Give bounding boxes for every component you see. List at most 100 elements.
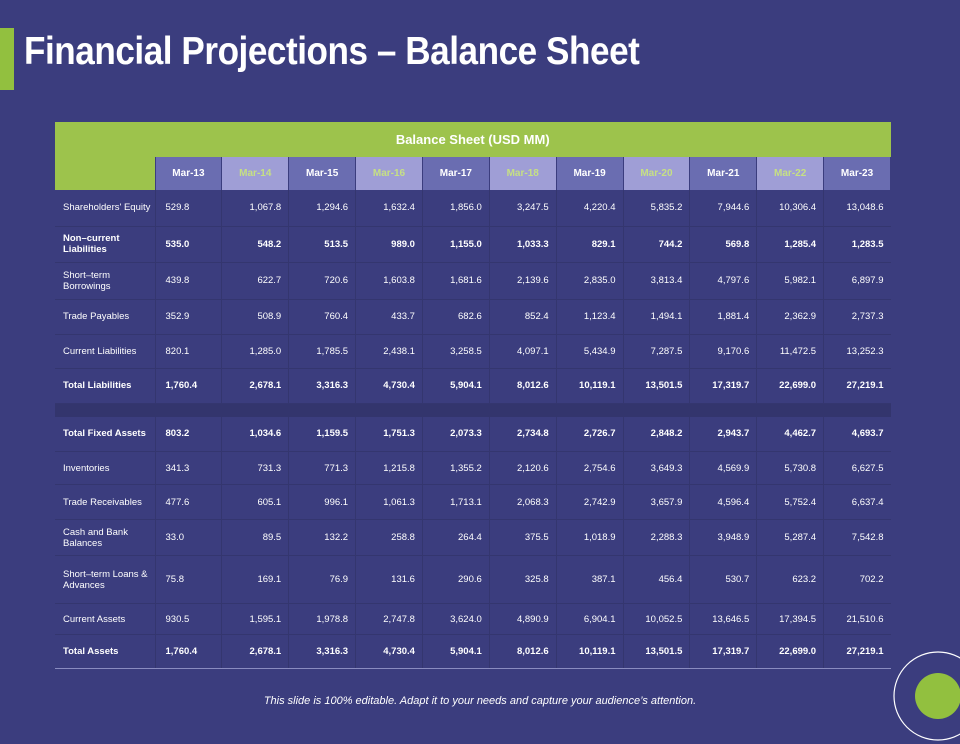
value-cell: 169.1	[221, 555, 290, 604]
value-cell: 803.2	[155, 416, 223, 452]
table-row: Total Liabilities 1,760.4 2,678.1 3,316.3 4,…	[55, 368, 891, 404]
balance-sheet-table-container: Balance Sheet (USD MM) Mar-13 Mar-14 Mar-1…	[55, 122, 891, 669]
value-cell: 13,501.5	[623, 634, 691, 669]
value-cell: 89.5	[221, 519, 290, 556]
value-cell: 11,472.5	[756, 334, 825, 369]
value-cell: 5,752.4	[756, 484, 825, 520]
value-cell: 1,159.5	[288, 416, 357, 452]
value-cell: 3,258.5	[422, 334, 490, 369]
value-cell: 17,394.5	[756, 603, 825, 635]
value-cell: 3,657.9	[623, 484, 691, 520]
value-cell: 2,139.6	[489, 262, 557, 300]
value-cell: 1,355.2	[422, 451, 490, 485]
value-cell: 13,646.5	[689, 603, 758, 635]
row-label: Short–term Loans & Advances	[55, 555, 156, 604]
value-cell: 2,726.7	[556, 416, 624, 452]
value-cell: 2,754.6	[556, 451, 624, 485]
value-cell: 13,252.3	[823, 334, 891, 369]
value-cell: 508.9	[221, 299, 290, 335]
value-cell: 477.6	[155, 484, 223, 520]
value-cell: 33.0	[155, 519, 223, 556]
value-cell: 7,287.5	[623, 334, 691, 369]
value-cell: 1,978.8	[288, 603, 357, 635]
value-cell: 1,123.4	[556, 299, 624, 335]
value-cell: 1,294.6	[288, 190, 357, 227]
value-cell: 4,569.9	[689, 451, 758, 485]
column-header: Mar-19	[556, 157, 624, 190]
row-label: Non–current Liabilities	[55, 226, 156, 263]
value-cell: 529.8	[155, 190, 223, 227]
table-row: Inventories 341.3 731.3 771.3 1,215.8 1,355.2…	[55, 451, 891, 485]
value-cell: 744.2	[623, 226, 691, 263]
table-body: Shareholders' Equity 529.8 1,067.8 1,294.6 1…	[55, 190, 891, 669]
value-cell: 10,119.1	[556, 368, 624, 404]
value-cell: 6,904.1	[556, 603, 624, 635]
value-cell: 1,033.3	[489, 226, 557, 263]
value-cell: 2,678.1	[221, 368, 290, 404]
value-cell: 13,501.5	[623, 368, 691, 404]
row-label: Trade Receivables	[55, 484, 156, 520]
value-cell: 4,693.7	[823, 416, 891, 452]
value-cell: 852.4	[489, 299, 557, 335]
value-cell: 439.8	[155, 262, 223, 300]
value-cell: 682.6	[422, 299, 490, 335]
table-row: Non–current Liabilities 535.0 548.2 513.5 98…	[55, 226, 891, 263]
table-row: Total Fixed Assets 803.2 1,034.6 1,159.5 1,7…	[55, 416, 891, 452]
value-cell: 930.5	[155, 603, 223, 635]
value-cell: 1,760.4	[155, 634, 223, 669]
value-cell: 5,730.8	[756, 451, 825, 485]
value-cell: 1,285.0	[221, 334, 290, 369]
row-label: Total Assets	[55, 634, 156, 669]
value-cell: 4,596.4	[689, 484, 758, 520]
value-cell: 731.3	[221, 451, 290, 485]
value-cell: 2,678.1	[221, 634, 290, 669]
value-cell: 352.9	[155, 299, 223, 335]
value-cell: 3,948.9	[689, 519, 758, 556]
value-cell: 2,734.8	[489, 416, 557, 452]
value-cell: 131.6	[355, 555, 423, 604]
column-header: Mar-15	[288, 157, 357, 190]
value-cell: 4,890.9	[489, 603, 557, 635]
value-cell: 2,073.3	[422, 416, 490, 452]
value-cell: 258.8	[355, 519, 423, 556]
value-cell: 1,155.0	[422, 226, 490, 263]
row-label: Total Liabilities	[55, 368, 156, 404]
value-cell: 10,119.1	[556, 634, 624, 669]
column-header: Mar-13	[155, 157, 223, 190]
value-cell: 10,306.4	[756, 190, 825, 227]
value-cell: 21,510.6	[823, 603, 891, 635]
value-cell: 2,943.7	[689, 416, 758, 452]
value-cell: 1,034.6	[221, 416, 290, 452]
value-cell: 8,012.6	[489, 634, 557, 669]
value-cell: 996.1	[288, 484, 357, 520]
value-cell: 1,494.1	[623, 299, 691, 335]
value-cell: 2,288.3	[623, 519, 691, 556]
value-cell: 5,434.9	[556, 334, 624, 369]
title-accent-bar	[0, 28, 14, 90]
header-label-cell	[55, 157, 156, 190]
value-cell: 4,730.4	[355, 634, 423, 669]
table-row: Trade Receivables 477.6 605.1 996.1 1,061.3 1…	[55, 484, 891, 520]
table-caption: Balance Sheet (USD MM)	[55, 122, 891, 157]
value-cell: 433.7	[355, 299, 423, 335]
value-cell: 4,730.4	[355, 368, 423, 404]
value-cell: 771.3	[288, 451, 357, 485]
value-cell: 1,018.9	[556, 519, 624, 556]
column-header: Mar-23	[823, 157, 891, 190]
value-cell: 456.4	[623, 555, 691, 604]
value-cell: 702.2	[823, 555, 891, 604]
divider-cell	[55, 403, 891, 417]
row-label: Current Liabilities	[55, 334, 156, 369]
value-cell: 530.7	[689, 555, 758, 604]
value-cell: 3,247.5	[489, 190, 557, 227]
value-cell: 7,944.6	[689, 190, 758, 227]
column-header: Mar-18	[489, 157, 557, 190]
table-caption-row: Balance Sheet (USD MM)	[55, 122, 891, 157]
value-cell: 17,319.7	[689, 368, 758, 404]
value-cell: 760.4	[288, 299, 357, 335]
value-cell: 27,219.1	[823, 634, 891, 669]
value-cell: 387.1	[556, 555, 624, 604]
value-cell: 1,595.1	[221, 603, 290, 635]
value-cell: 132.2	[288, 519, 357, 556]
value-cell: 1,881.4	[689, 299, 758, 335]
